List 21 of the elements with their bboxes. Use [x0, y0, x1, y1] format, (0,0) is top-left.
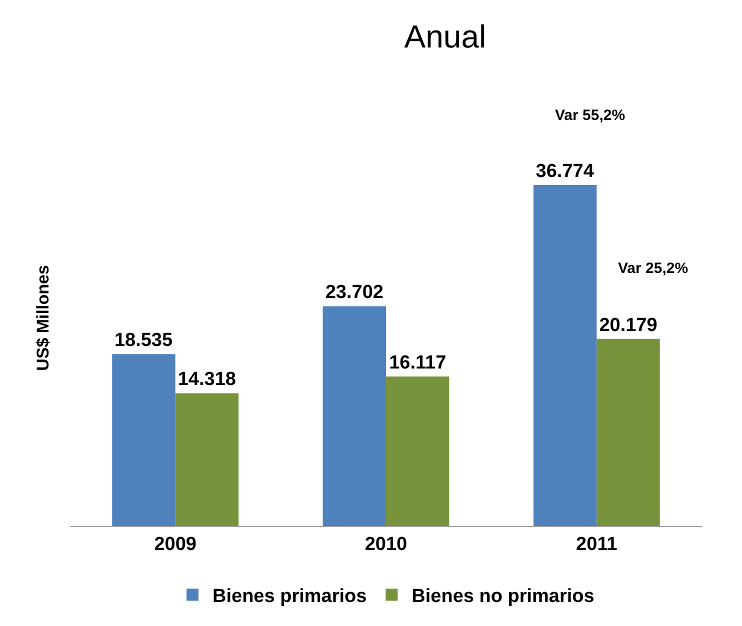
- x-tick-label: 2011: [576, 534, 618, 555]
- chart-title: Anual: [404, 18, 486, 54]
- data-label: 14.318: [178, 369, 236, 390]
- data-label: 18.535: [114, 330, 174, 352]
- data-label: 20.179: [599, 314, 658, 336]
- bar: [596, 338, 660, 526]
- y-axis-title: US$ Millones: [34, 265, 53, 371]
- data-label: 36.774: [536, 161, 594, 182]
- bar: [533, 185, 597, 526]
- x-tick-label: 2010: [364, 534, 408, 555]
- bar: [386, 376, 450, 526]
- data-label: 16.117: [389, 352, 446, 374]
- data-label: 23.702: [325, 282, 384, 304]
- legend-label: Bienes no primarios: [412, 586, 594, 608]
- text: Var 55,2%: [555, 107, 626, 124]
- x-tick-label: 2009: [154, 534, 196, 555]
- bar: [322, 306, 386, 526]
- bar: [112, 354, 176, 526]
- annotation: Var 25,2%: [618, 260, 688, 277]
- bar: [175, 393, 239, 526]
- legend-label: Bienes primarios: [212, 586, 367, 608]
